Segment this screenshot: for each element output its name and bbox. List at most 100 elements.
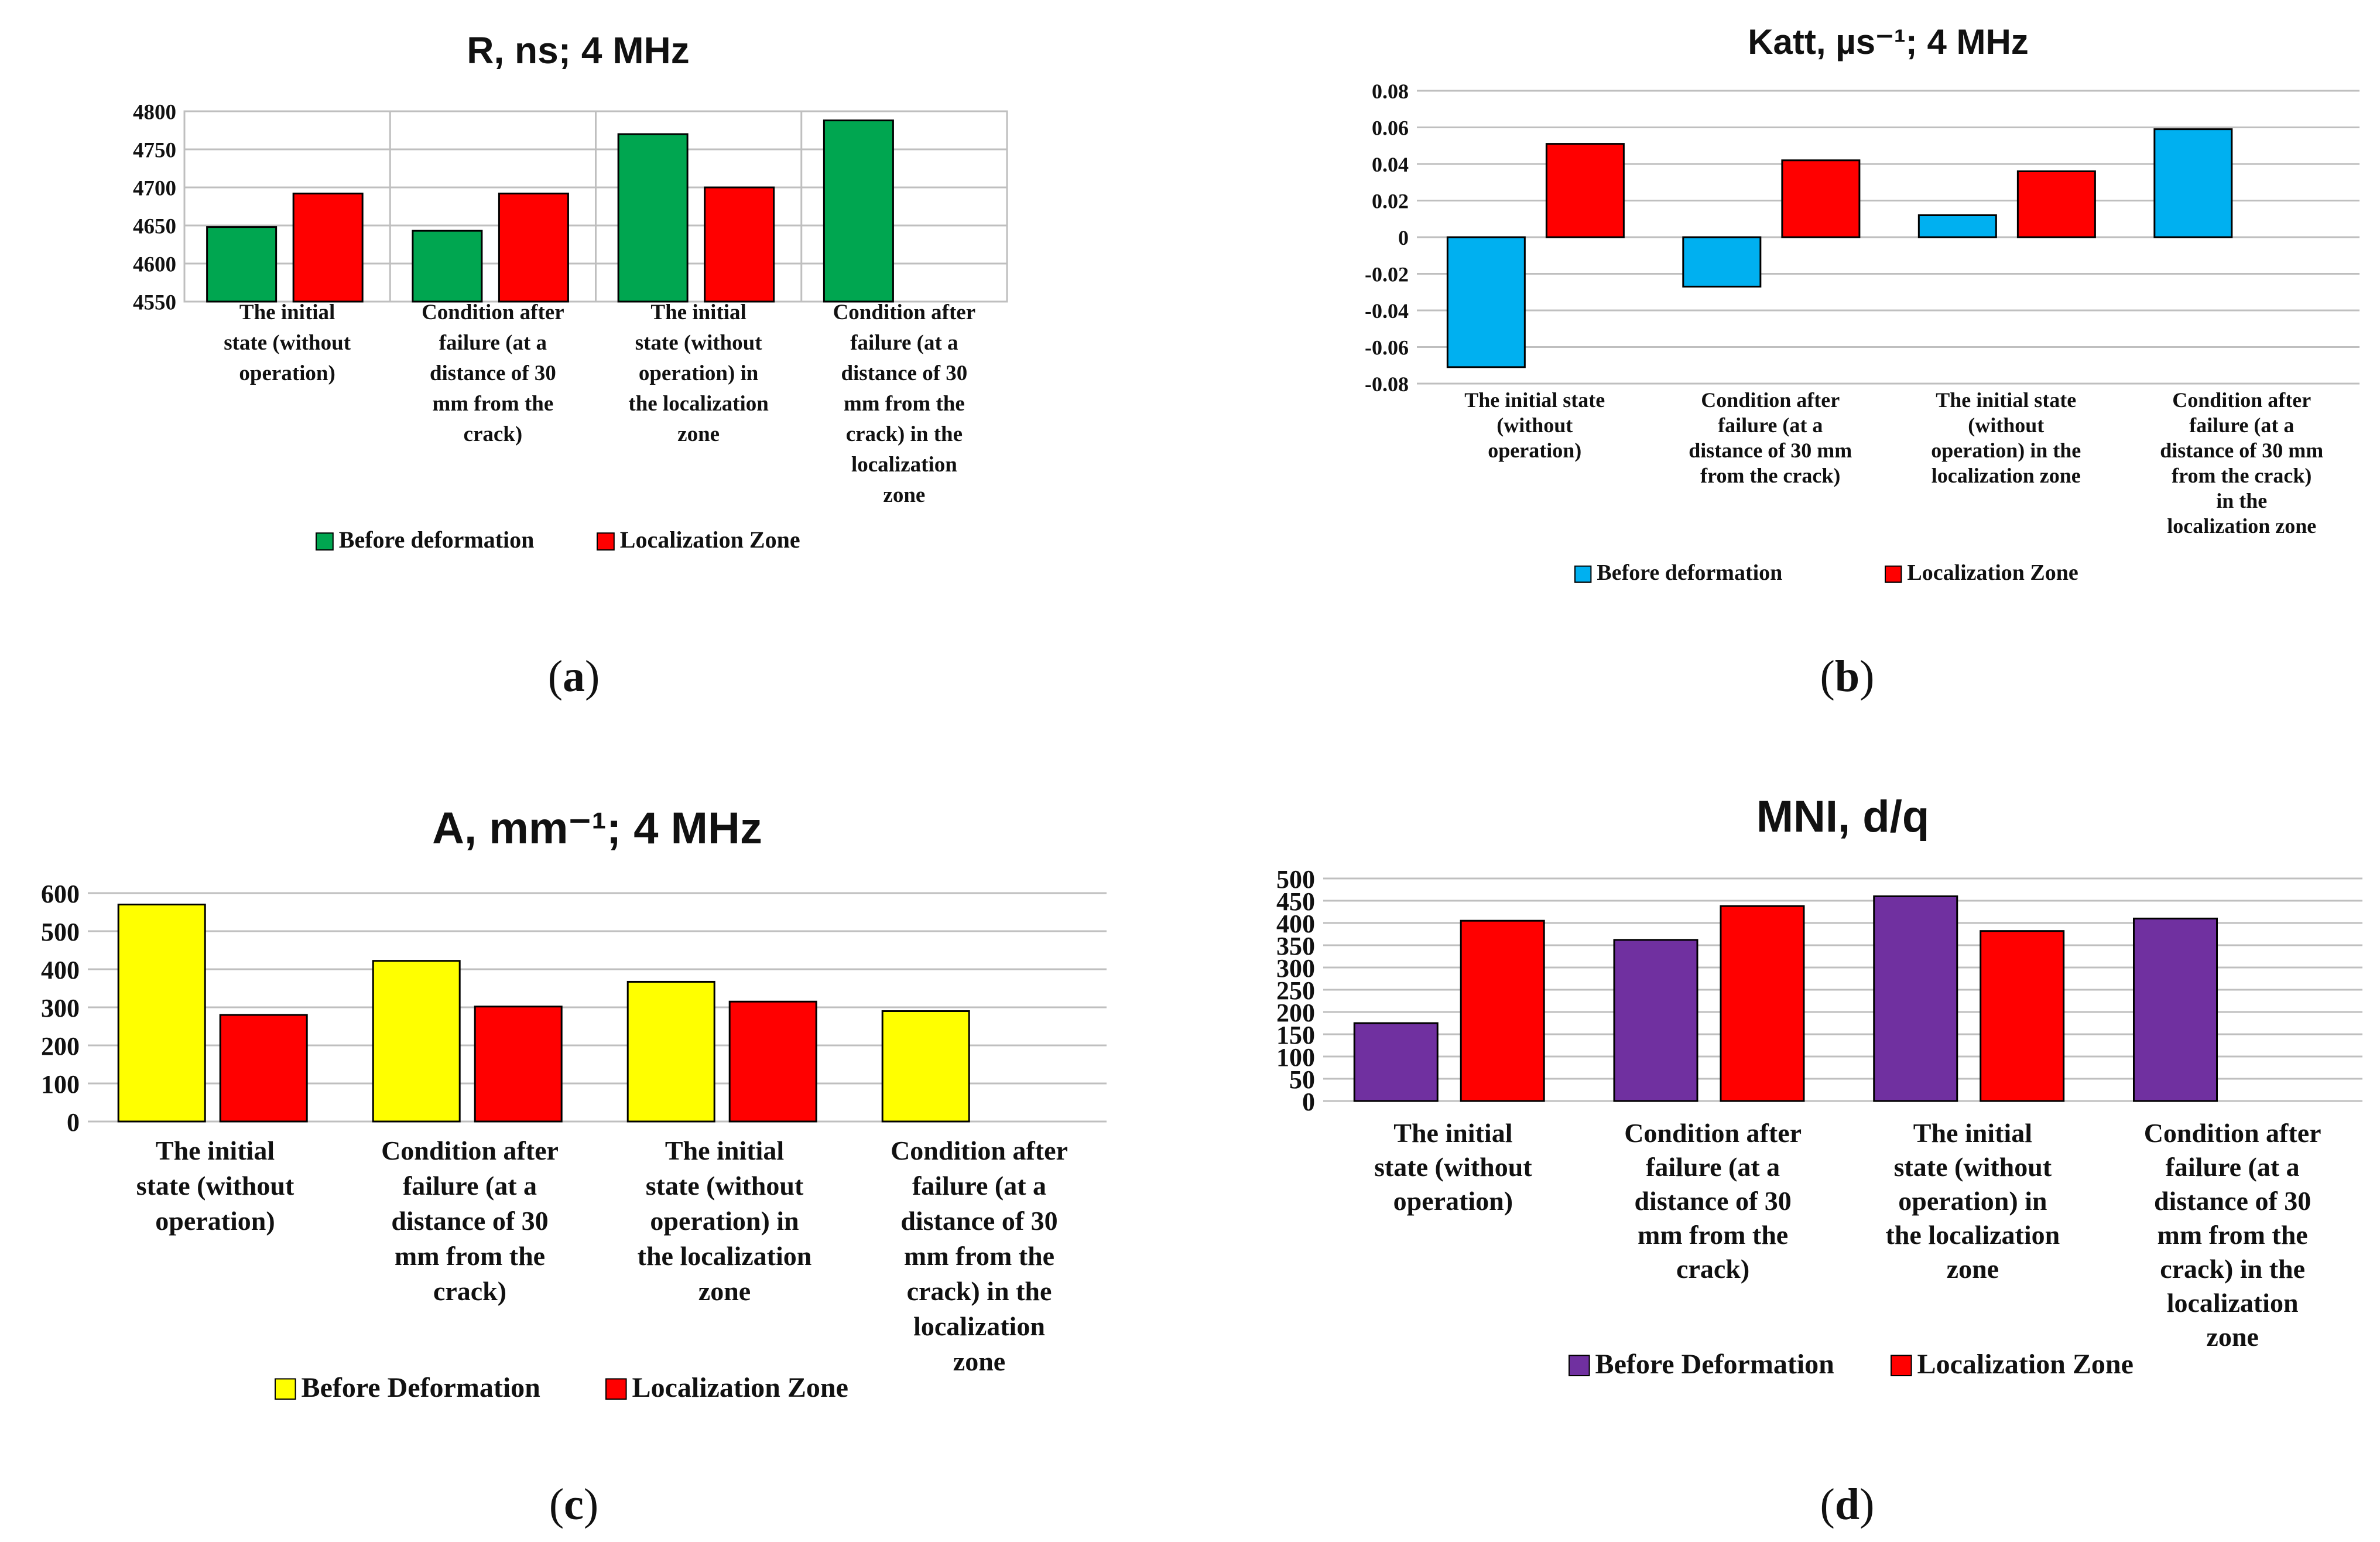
y-tick-label: 4750 <box>133 138 176 162</box>
bar-localization-zone <box>474 1006 563 1123</box>
category-label: Condition after failure (at a distance of … <box>833 300 976 507</box>
y-tick-label: 250 <box>1276 976 1315 1005</box>
legend-swatch <box>605 1378 627 1400</box>
bar-before-deformation <box>1682 236 1762 288</box>
category-label: The initial state (without operation) <box>136 1136 294 1236</box>
bar-before-deformation <box>1446 236 1526 368</box>
chart-title: Katt, µs⁻¹; 4 MHz <box>1748 22 2029 61</box>
y-tick-label: 400 <box>41 956 80 984</box>
chart-title: MNI, d/q <box>1756 792 1930 842</box>
y-tick-label: 0 <box>1302 1088 1315 1116</box>
category-label: The initial state (without operation) <box>1464 388 1605 462</box>
y-tick-label: -0.04 <box>1365 299 1409 323</box>
legend-label: Localization Zone <box>1907 560 2078 585</box>
bar-localization-zone <box>292 192 364 303</box>
y-tick-label: 500 <box>41 918 80 946</box>
bar-localization-zone <box>704 186 775 303</box>
bar-localization-zone <box>2016 170 2096 238</box>
bar-before-deformation <box>1613 939 1698 1102</box>
y-tick-label: 200 <box>41 1032 80 1061</box>
y-tick-label: 0 <box>1398 226 1409 249</box>
legend-swatch <box>316 532 334 551</box>
y-tick-label: 0.02 <box>1372 189 1409 213</box>
category-label: The initial state (without operation) <box>224 300 351 385</box>
chart-panel-a: R, ns; 4 MHz 4550 4600 4650 4700 4750 4800 The … <box>0 0 1171 761</box>
chart-panel-c: A, mm⁻¹; 4 MHz 0 100 200 300 400 500 600 The ini… <box>0 767 1171 1542</box>
y-tick-label: 4650 <box>133 214 176 238</box>
y-tick-label: 4800 <box>133 100 176 124</box>
bar-localization-zone <box>1545 143 1625 238</box>
y-tick-label: 350 <box>1276 932 1315 960</box>
bar-before-deformation <box>823 119 894 303</box>
y-tick-label: 200 <box>1276 999 1315 1027</box>
y-tick-label: -0.06 <box>1365 336 1409 359</box>
category-label: The initial state (without operation) in t… <box>1931 388 2081 487</box>
y-tick-label: 0.04 <box>1372 153 1409 176</box>
y-tick-label: 100 <box>41 1070 80 1099</box>
panel-label-d: (d) <box>1820 1480 1875 1529</box>
bar-before-deformation <box>1873 895 1958 1102</box>
bar-before-deformation <box>2153 128 2233 238</box>
bar-before-deformation <box>412 230 483 303</box>
bar-localization-zone <box>1781 159 1861 238</box>
legend-swatch <box>1891 1355 1912 1377</box>
bar-localization-zone <box>1980 930 2065 1102</box>
category-label: Condition after failure (at a distance of … <box>1624 1118 1802 1284</box>
bar-localization-zone <box>1720 905 1805 1102</box>
bar-localization-zone <box>1460 919 1545 1102</box>
y-tick-label: 150 <box>1276 1021 1315 1049</box>
bar-before-deformation <box>1353 1022 1439 1102</box>
bar-before-deformation <box>206 226 278 303</box>
legend-label: Before Deformation <box>1595 1349 1834 1380</box>
category-label: The initial state (without operation) in th… <box>1886 1118 2060 1284</box>
legend-swatch <box>597 532 615 551</box>
bar-before-deformation <box>881 1010 970 1123</box>
bar-before-deformation <box>2133 917 2218 1102</box>
legend-label: Localization Zone <box>1917 1349 2134 1380</box>
legend-label: Localization Zone <box>632 1372 848 1403</box>
y-tick-label: 4550 <box>133 290 176 314</box>
category-label: The initial state (without operation) in th… <box>628 300 769 446</box>
chart-title: R, ns; 4 MHz <box>467 29 689 71</box>
y-tick-label: 400 <box>1276 910 1315 938</box>
y-tick-label: 0 <box>67 1108 80 1137</box>
bar-before-deformation <box>372 960 461 1123</box>
bar-localization-zone <box>498 192 569 303</box>
chart-panel-d: MNI, d/q 0 50 100 150 200 250 300 350 400 450 500 Th… <box>1189 767 2380 1542</box>
legend-label: Before deformation <box>339 526 535 553</box>
category-label: Condition after failure (at a distance of … <box>422 300 564 446</box>
y-tick-label: 500 <box>1276 865 1315 894</box>
y-tick-label: 300 <box>41 994 80 1023</box>
panel-label-b: (b) <box>1820 652 1875 701</box>
y-tick-label: 100 <box>1276 1043 1315 1072</box>
chart-b: Katt, µs⁻¹; 4 MHz -0.08 -0.06 -0.04 -0.02 0 0.… <box>1365 22 2360 585</box>
category-label: Condition after failure (at a distance of … <box>2144 1118 2321 1352</box>
category-label: The initial state (without operation) in th… <box>638 1136 812 1306</box>
y-tick-label: 4600 <box>133 252 176 276</box>
bar-localization-zone <box>728 1000 817 1123</box>
category-label: Condition after failure (at a distance of … <box>381 1136 559 1306</box>
bar-before-deformation <box>1917 214 1997 238</box>
bar-before-deformation <box>626 980 715 1123</box>
panel-label-c: (c) <box>549 1480 599 1529</box>
y-tick-label: 450 <box>1276 887 1315 916</box>
legend-swatch <box>275 1378 296 1400</box>
y-tick-label: 4700 <box>133 176 176 200</box>
bar-before-deformation <box>617 133 689 303</box>
category-label: Condition after failure (at a distance of … <box>2160 388 2323 538</box>
panel-label-a: (a) <box>547 652 600 701</box>
legend-label: Before Deformation <box>302 1372 540 1403</box>
y-tick-label: 0.06 <box>1372 116 1409 139</box>
category-label: Condition after failure (at a distance of … <box>891 1136 1068 1376</box>
y-tick-label: 0.08 <box>1372 80 1409 103</box>
y-tick-label: -0.08 <box>1365 372 1409 396</box>
chart-title: A, mm⁻¹; 4 MHz <box>432 804 762 853</box>
chart-c: A, mm⁻¹; 4 MHz 0 100 200 300 400 500 600 The ini… <box>41 804 1107 1403</box>
bar-before-deformation <box>117 904 206 1123</box>
legend-swatch <box>1885 565 1902 583</box>
legend-swatch <box>1569 1355 1590 1377</box>
y-tick-label: -0.02 <box>1365 262 1409 286</box>
category-label: The initial state (without operation) <box>1374 1118 1532 1216</box>
legend-label: Before deformation <box>1597 560 1782 585</box>
